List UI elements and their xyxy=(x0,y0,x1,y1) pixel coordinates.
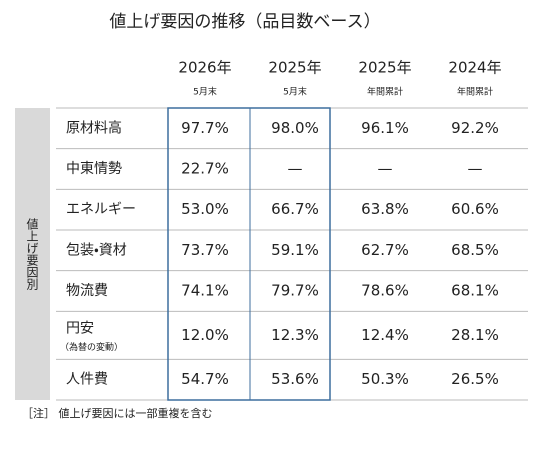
cell-value: 26.5% xyxy=(451,370,499,388)
cell-value: — xyxy=(378,160,393,178)
cell-value: 12.4% xyxy=(361,326,409,344)
row-label: 人件費 xyxy=(66,372,108,388)
highlight-frame xyxy=(167,107,331,401)
column-period: 5月末 xyxy=(193,86,217,98)
column-year: 2025年 xyxy=(358,59,411,77)
column-period: 5月末 xyxy=(283,86,307,98)
cell-value: 78.6% xyxy=(361,282,409,300)
cell-value: 96.1% xyxy=(361,119,409,137)
cell-value: 98.0% xyxy=(271,119,319,137)
title: 値上げ要因の推移（品目数ベース） xyxy=(109,12,380,32)
row-label: エネルギー xyxy=(66,202,136,218)
cell-value: 22.7% xyxy=(181,160,229,178)
cell-value: 12.0% xyxy=(181,326,229,344)
row-label: 中東情勢 xyxy=(66,161,122,177)
column-period: 年間累計 xyxy=(367,86,403,98)
row-label: 物流費 xyxy=(66,283,108,299)
cell-value: — xyxy=(468,160,483,178)
cell-value: 53.0% xyxy=(181,200,229,218)
column-year: 2026年 xyxy=(178,59,231,77)
cell-value: 59.1% xyxy=(271,241,319,259)
cell-value: 50.3% xyxy=(361,370,409,388)
cell-value: 79.7% xyxy=(271,282,319,300)
row-sublabel: （為替の変動） xyxy=(60,341,123,353)
cell-value: 68.5% xyxy=(451,241,499,259)
cell-value: 54.7% xyxy=(181,370,229,388)
column-year: 2025年 xyxy=(268,59,321,77)
cell-value: 97.7% xyxy=(181,119,229,137)
side-label: 値上げ要因別 xyxy=(25,217,39,291)
cell-value: 12.3% xyxy=(271,326,319,344)
cell-value: 92.2% xyxy=(451,119,499,137)
row-label: 原材料高 xyxy=(66,119,122,136)
cell-value: 63.8% xyxy=(361,200,409,218)
cell-value: 68.1% xyxy=(451,282,499,300)
side-band xyxy=(15,108,50,400)
cell-value: 74.1% xyxy=(181,282,229,300)
cell-value: — xyxy=(288,160,303,178)
cell-value: 66.7% xyxy=(271,200,319,218)
cell-value: 60.6% xyxy=(451,200,499,218)
row-label: 円安 xyxy=(66,320,94,336)
column-year: 2024年 xyxy=(448,59,501,77)
cell-value: 62.7% xyxy=(361,241,409,259)
row-label: 包装・資材 xyxy=(66,242,127,258)
note: ［注］ 値上げ要因には一部重複を含む xyxy=(22,406,213,420)
cell-value: 73.7% xyxy=(181,241,229,259)
column-period: 年間累計 xyxy=(457,86,493,98)
cell-value: 53.6% xyxy=(271,370,319,388)
cell-value: 28.1% xyxy=(451,326,499,344)
